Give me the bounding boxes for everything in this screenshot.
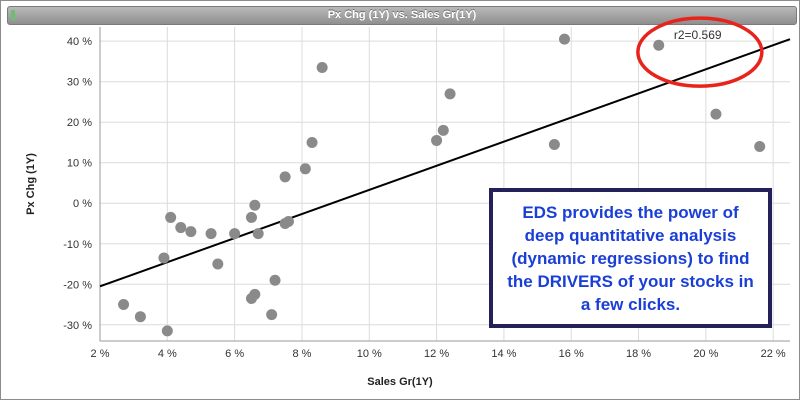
data-point bbox=[754, 141, 766, 153]
y-tick-label: -20 % bbox=[63, 279, 92, 291]
data-point bbox=[249, 288, 261, 300]
data-point bbox=[134, 311, 146, 323]
data-point bbox=[437, 124, 449, 136]
x-tick-label: 6 % bbox=[225, 348, 244, 360]
y-tick-label: -30 % bbox=[63, 320, 92, 332]
panel-grip-icon[interactable] bbox=[11, 10, 15, 20]
x-axis-title: Sales Gr(1Y) bbox=[367, 376, 433, 388]
data-point bbox=[558, 33, 570, 45]
data-point bbox=[316, 62, 328, 74]
x-tick-label: 22 % bbox=[761, 348, 786, 360]
chart-title: Px Chg (1Y) vs. Sales Gr(1Y) bbox=[327, 9, 477, 21]
x-tick-label: 4 % bbox=[158, 348, 177, 360]
x-tick-label: 12 % bbox=[424, 348, 449, 360]
chart-title-bar: Px Chg (1Y) vs. Sales Gr(1Y) bbox=[7, 6, 797, 25]
y-tick-label: 40 % bbox=[67, 36, 92, 48]
data-point bbox=[249, 199, 261, 211]
data-point bbox=[185, 226, 197, 238]
data-point bbox=[282, 215, 294, 227]
x-tick-label: 14 % bbox=[491, 348, 516, 360]
y-tick-label: 30 % bbox=[67, 77, 92, 89]
data-point bbox=[205, 228, 217, 240]
x-tick-label: 2 % bbox=[91, 348, 110, 360]
data-point bbox=[245, 211, 257, 223]
r2-highlight-ellipse bbox=[636, 16, 764, 88]
y-tick-label: 0 % bbox=[73, 198, 92, 210]
data-point bbox=[306, 136, 318, 148]
data-point bbox=[269, 274, 281, 286]
r2-label: r2=0.569 bbox=[674, 28, 722, 42]
data-point bbox=[229, 228, 241, 240]
data-point bbox=[165, 211, 177, 223]
callout-box: EDS provides the power of deep quantitat… bbox=[489, 188, 772, 328]
x-tick-label: 18 % bbox=[626, 348, 651, 360]
data-point bbox=[710, 108, 722, 120]
data-point bbox=[548, 138, 560, 150]
data-point bbox=[158, 252, 170, 264]
y-tick-label: 20 % bbox=[67, 117, 92, 129]
data-point bbox=[266, 309, 278, 321]
data-point bbox=[431, 134, 443, 146]
callout-text: EDS provides the power of deep quantitat… bbox=[507, 202, 754, 314]
data-point bbox=[118, 299, 130, 311]
data-point bbox=[653, 39, 665, 51]
x-tick-label: 16 % bbox=[559, 348, 584, 360]
x-tick-label: 20 % bbox=[693, 348, 718, 360]
data-point bbox=[175, 222, 187, 234]
y-tick-label: -10 % bbox=[63, 239, 92, 251]
data-point bbox=[444, 88, 456, 100]
x-tick-label: 8 % bbox=[292, 348, 311, 360]
data-point bbox=[161, 325, 173, 337]
y-axis-title: Px Chg (1Y) bbox=[25, 153, 37, 215]
data-point bbox=[279, 171, 291, 183]
x-tick-label: 10 % bbox=[357, 348, 382, 360]
data-point bbox=[299, 163, 311, 175]
y-tick-label: 10 % bbox=[67, 158, 92, 170]
regression-line bbox=[99, 38, 791, 288]
data-point bbox=[252, 228, 264, 240]
data-point bbox=[212, 258, 224, 270]
